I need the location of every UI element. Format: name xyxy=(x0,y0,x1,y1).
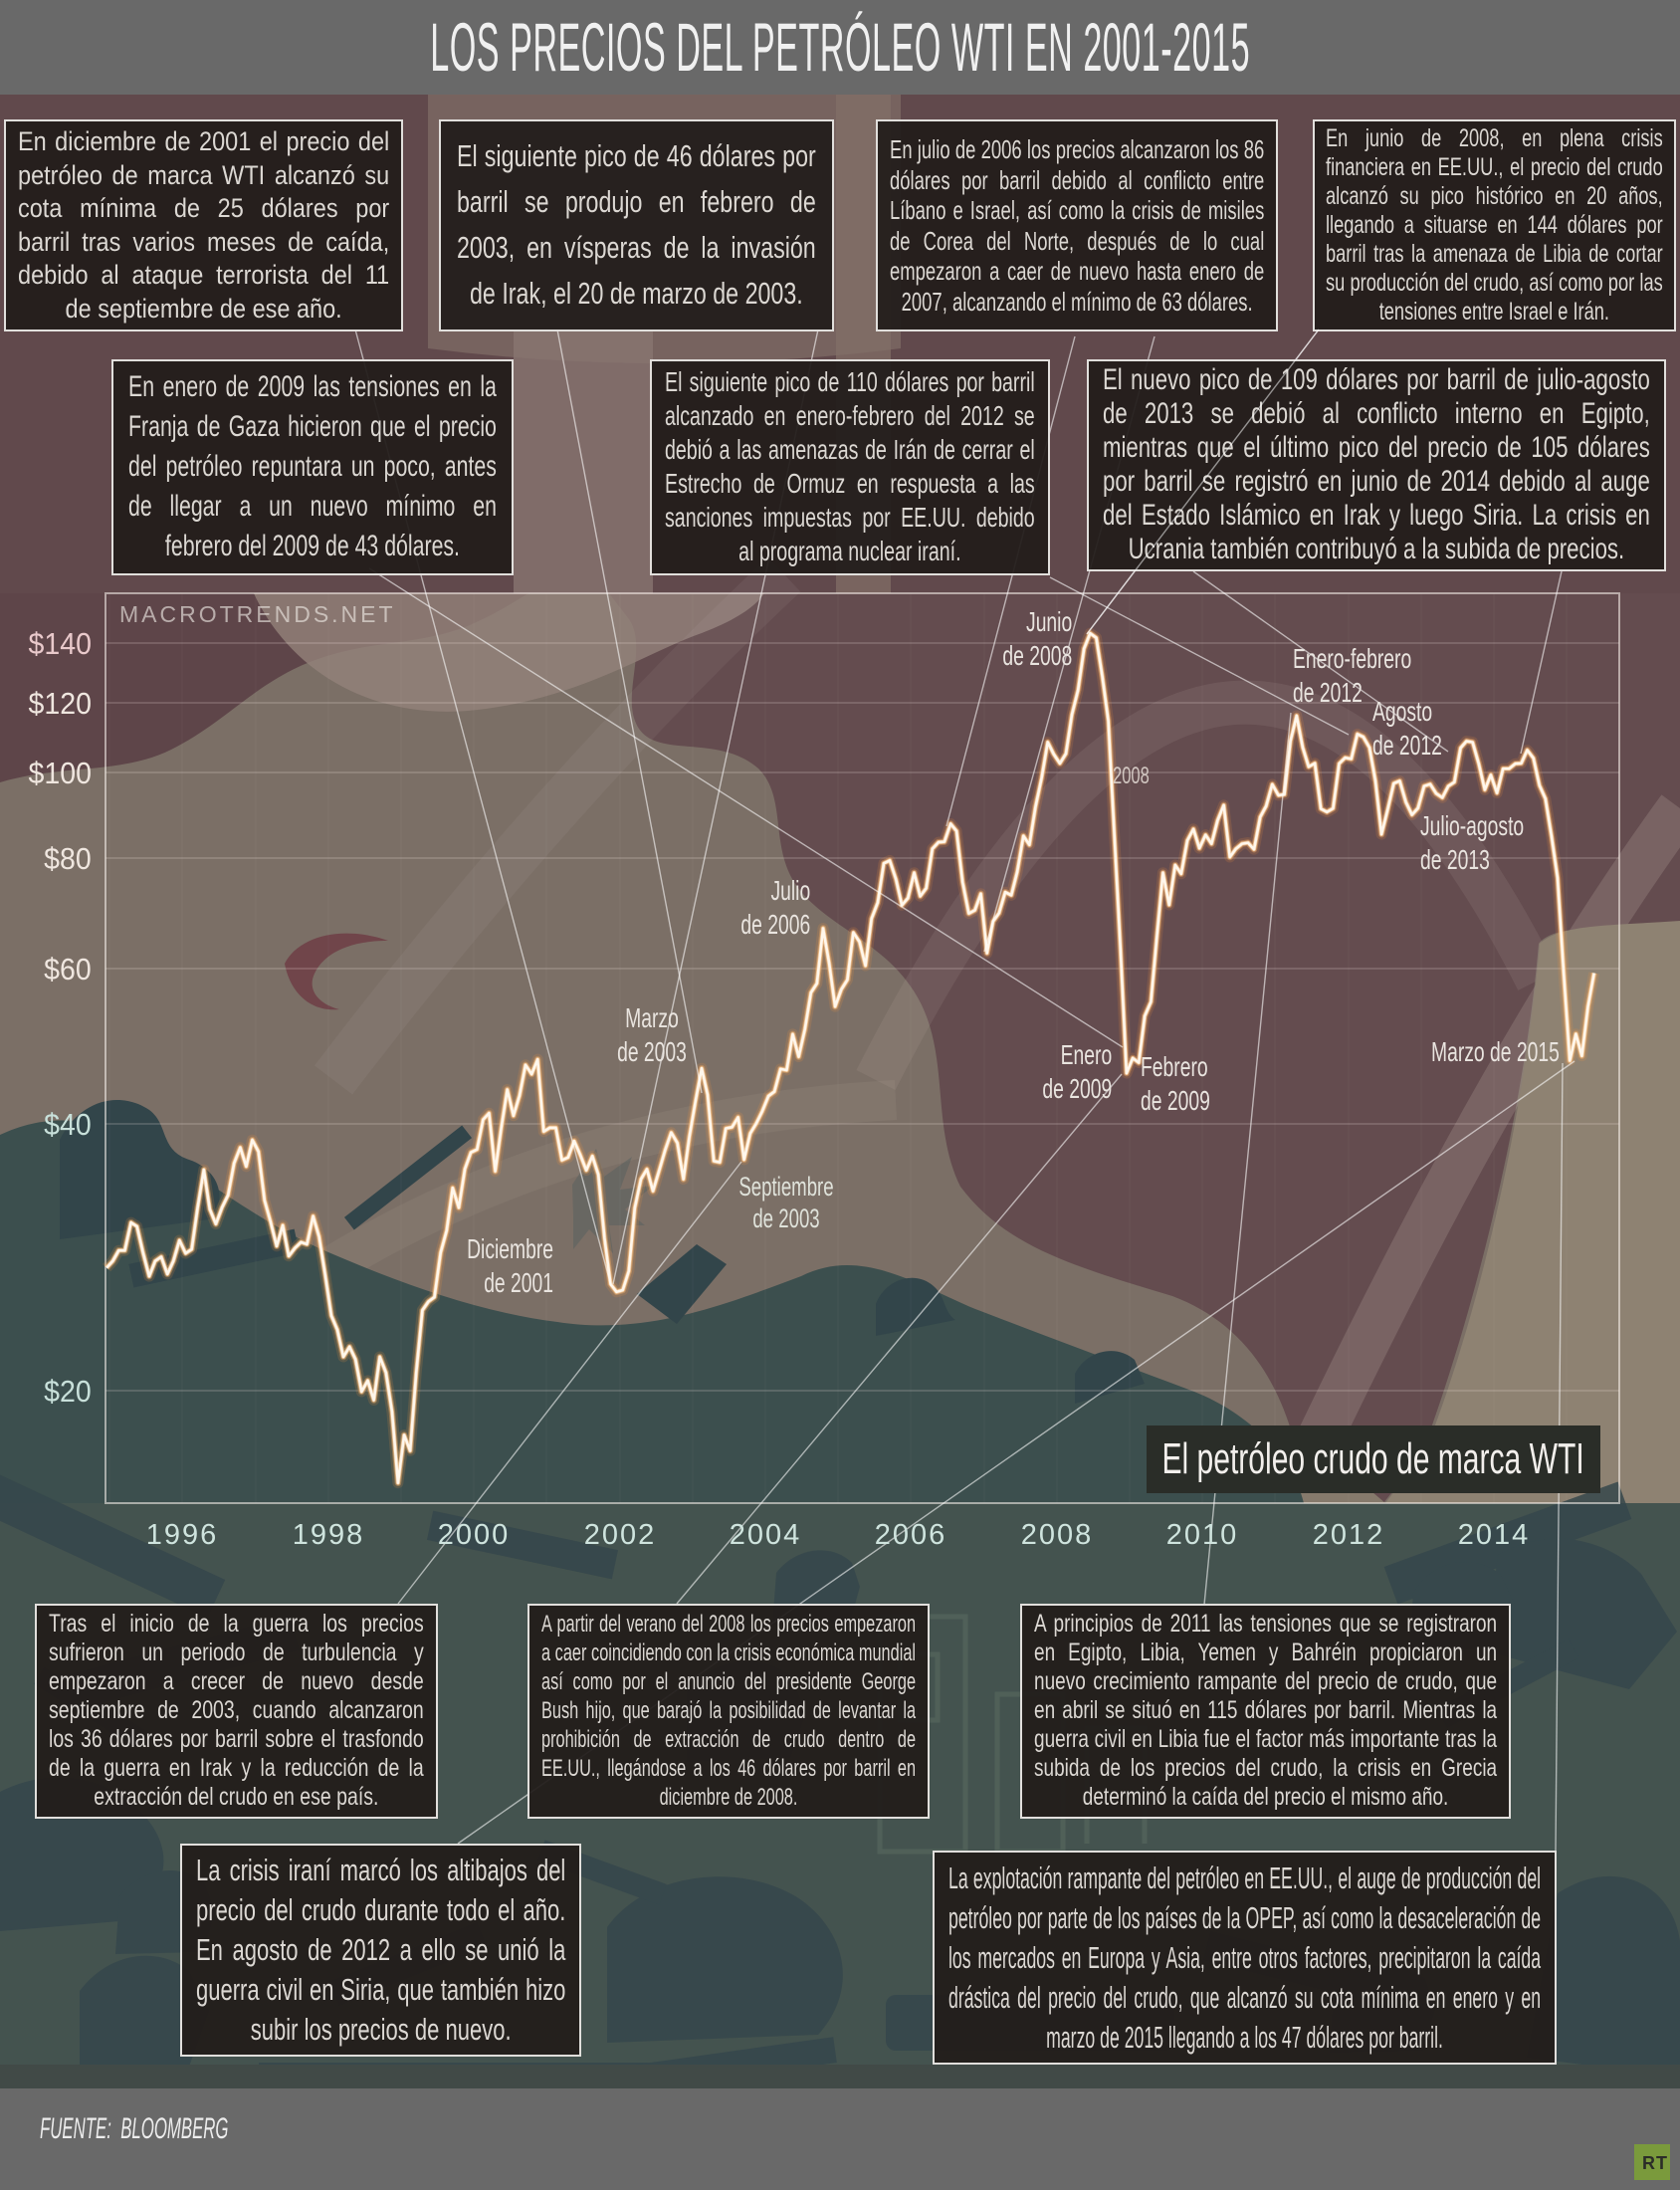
svg-text:RT: RT xyxy=(1642,2153,1668,2173)
